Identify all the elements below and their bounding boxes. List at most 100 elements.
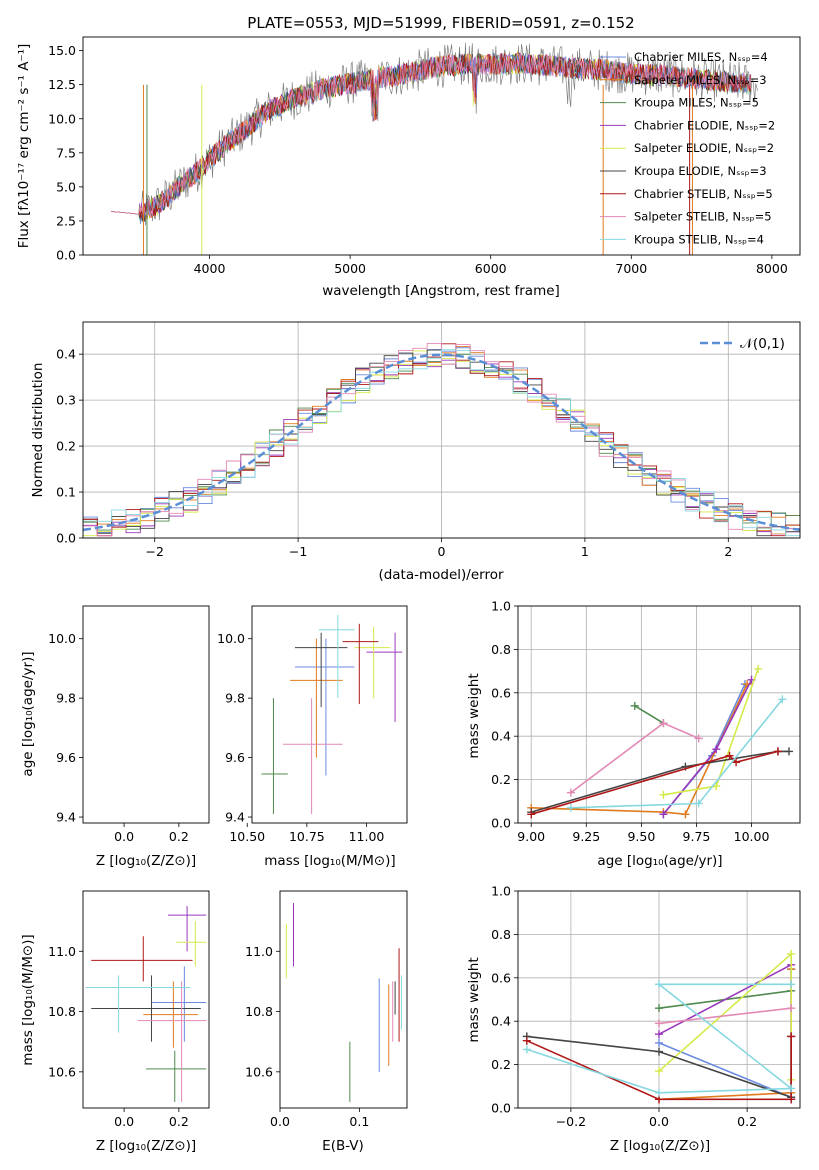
legend-entry: Chabrier MILES, Nₛₛₚ=4 <box>634 50 768 64</box>
x-tick-label: 0.1 <box>349 1114 369 1129</box>
y-tick-label: 1.0 <box>491 599 511 614</box>
y-tick-label: 2.5 <box>56 213 76 228</box>
spectrum-lines <box>111 42 759 255</box>
x-tick-label: 10.75 <box>289 829 325 844</box>
x-tick-label: 7000 <box>615 261 647 276</box>
series-marker <box>694 799 703 808</box>
x-tick-label: 0.0 <box>649 1114 669 1129</box>
legend-entry: Salpeter STELIB, Nₛₛₚ=5 <box>634 210 772 224</box>
legend-entry: 𝒩(0,1) <box>740 336 785 352</box>
y-tick-label: 10.0 <box>48 631 76 646</box>
series-marker <box>655 1030 663 1039</box>
axes-frame <box>82 890 210 1109</box>
mass-vs-ebv-panel: 0.0 0.1 10.6 10.8 11.0 E(B-V) <box>245 890 408 1154</box>
y-tick-label: 0.0 <box>56 531 76 546</box>
series-marker <box>787 980 796 989</box>
y-tick-label: 9.8 <box>56 691 76 706</box>
mass-vs-z-xlabel: Z [log₁₀(Z/Z⊙)] <box>96 1138 196 1154</box>
series-marker <box>655 1004 663 1013</box>
x-tick-label: 0.2 <box>169 1114 189 1129</box>
series-marker <box>655 1038 663 1047</box>
mass-weight-lines <box>527 664 793 819</box>
spectrum-title: PLATE=0553, MJD=51999, FIBERID=0591, z=0… <box>247 14 634 32</box>
y-tick-label: 10.6 <box>245 1064 273 1079</box>
series-marker <box>655 1088 663 1097</box>
series-marker <box>655 980 663 989</box>
errorbars <box>85 906 207 1102</box>
axes-frame <box>82 321 801 539</box>
residual-histogram-panel: −2 −1 0 1 2 0.0 0.1 0.2 0.3 0.4 𝒩(0,1) (data-model… <box>30 321 801 583</box>
x-tick-label: 9.75 <box>683 829 711 844</box>
series-marker <box>655 1019 663 1028</box>
age-vs-mass-plot-area: 10.50 10.75 11.00 9.4 9.6 9.8 10.0 <box>217 605 408 844</box>
legend-entry: Kroupa ELODIE, Nₛₛₚ=3 <box>634 164 767 178</box>
y-tick-label: 10.8 <box>48 1004 76 1019</box>
normal-curve <box>83 353 800 532</box>
massweight-vs-z-xlabel: Z [log₁₀(Z/Z⊙)] <box>610 1138 710 1154</box>
mass-vs-ebv-plot-area: 0.0 0.1 10.6 10.8 11.0 <box>245 890 408 1129</box>
legend-entry: Kroupa MILES, Nₛₛₚ=5 <box>634 96 759 110</box>
x-tick-label: 11.00 <box>349 829 385 844</box>
y-tick-label: 0.8 <box>491 642 511 657</box>
x-tick-label: 2 <box>724 544 732 559</box>
mass-vs-z-panel: 0.0 0.2 10.6 10.8 11.0 Z [log₁₀(Z/Z⊙)] mass … <box>20 890 210 1154</box>
age-vs-mass-panel: 10.50 10.75 11.00 9.4 9.6 9.8 10.0 mass [log₁₀… <box>217 605 408 869</box>
series-marker <box>630 701 639 710</box>
series-marker <box>566 788 575 797</box>
y-tick-label: 11.0 <box>48 944 76 959</box>
age-vs-z-xlabel: Z [log₁₀(Z/Z⊙)] <box>96 853 196 869</box>
legend-entry: Chabrier ELODIE, Nₛₛₚ=2 <box>634 118 775 132</box>
axes-frame <box>251 605 408 824</box>
x-tick-label: 10.50 <box>229 829 265 844</box>
massweight-vs-age-ylabel: mass weight <box>466 673 482 758</box>
age-vs-z-plot-area: 0.0 0.2 9.4 9.6 9.8 10.0 <box>48 605 210 844</box>
histogram-ylabel: Normed distribution <box>30 363 46 498</box>
massweight-vs-age-panel: 9.00 9.25 9.50 9.75 10.000.00.20.40.60.81.0 … <box>466 599 801 869</box>
series-line <box>658 969 792 1101</box>
series-marker <box>522 1045 531 1054</box>
x-tick-label: 5000 <box>334 261 366 276</box>
series-marker <box>659 810 668 819</box>
errorbars <box>86 615 207 814</box>
series-marker <box>773 747 782 756</box>
x-tick-label: 1 <box>581 544 589 559</box>
series-marker <box>712 745 721 754</box>
x-tick-label: 0.0 <box>270 1114 290 1129</box>
y-tick-label: 7.5 <box>56 145 76 160</box>
series-marker <box>655 1067 663 1076</box>
series-line <box>634 705 664 724</box>
series-marker <box>522 1036 531 1045</box>
y-tick-label: 1.0 <box>491 884 511 899</box>
histogram-xlabel: (data-model)/error <box>378 567 504 583</box>
axes-frame <box>82 605 210 824</box>
legend-entry: Salpeter ELODIE, Nₛₛₚ=2 <box>634 141 774 155</box>
y-tick-label: 10.0 <box>48 111 76 126</box>
x-tick-label: 4000 <box>194 261 226 276</box>
y-tick-label: 0.0 <box>56 248 76 263</box>
y-tick-label: 0.2 <box>56 439 76 454</box>
x-tick-label: −1 <box>289 544 307 559</box>
series-marker <box>784 747 793 756</box>
legend-entry: Kroupa STELIB, Nₛₛₚ=4 <box>634 232 764 246</box>
x-tick-label: 0.0 <box>114 829 134 844</box>
age-vs-z-ylabel: age [log₁₀(age/yr)] <box>20 651 36 776</box>
x-tick-label: 10.00 <box>734 829 770 844</box>
x-tick-label: 9.50 <box>627 829 655 844</box>
y-tick-label: 0.6 <box>491 685 511 700</box>
x-tick-label: −2 <box>145 544 163 559</box>
spectrum-plot-area: 4000 5000 6000 7000 8000 0.0 2.5 5.0 7.5 10.0 12.5… <box>48 36 801 276</box>
axes-frame <box>517 605 801 824</box>
errorbars <box>261 614 403 815</box>
axes-frame <box>517 890 801 1109</box>
massweight-vs-age-xlabel: age [log₁₀(age/yr)] <box>597 853 722 869</box>
mass-vs-z-plot-area: 0.0 0.2 10.6 10.8 11.0 <box>48 890 210 1129</box>
y-tick-label: 15.0 <box>48 43 76 58</box>
series-marker <box>681 810 690 819</box>
series-marker <box>787 949 796 958</box>
y-tick-label: 9.6 <box>56 750 76 765</box>
age-vs-mass-xlabel: mass [log₁₀(M/M⊙)] <box>264 853 395 869</box>
y-tick-label: 9.8 <box>225 691 245 706</box>
mass-vs-z-ylabel: mass [log₁₀(M/M⊙)] <box>20 934 36 1065</box>
y-tick-label: 5.0 <box>56 179 76 194</box>
